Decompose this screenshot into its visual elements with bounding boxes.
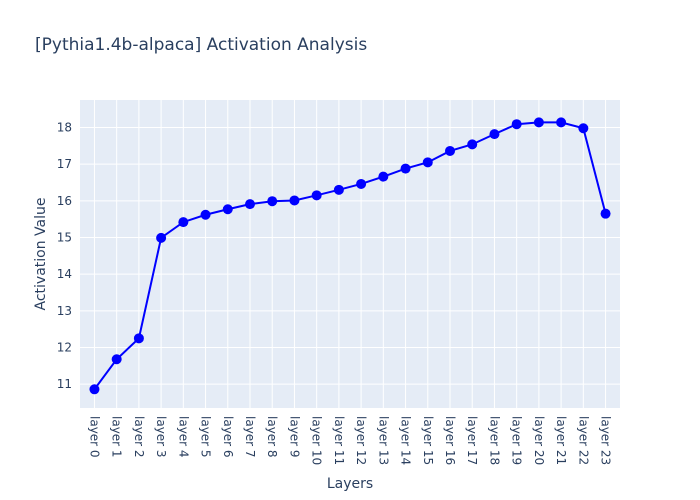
x-tick-label: layer 17 xyxy=(465,416,479,465)
x-tick-label: layer 20 xyxy=(532,416,546,465)
x-gridlines xyxy=(93,100,607,408)
plot-background xyxy=(80,100,620,408)
data-point xyxy=(489,129,500,140)
x-tick-label: layer 16 xyxy=(443,416,457,465)
data-point xyxy=(600,208,611,219)
y-gridlines xyxy=(80,127,620,385)
data-point xyxy=(333,184,344,195)
data-point xyxy=(511,119,522,130)
x-tick-label: layer 0 xyxy=(87,416,101,458)
x-tick-label: layer 5 xyxy=(199,416,213,458)
data-point xyxy=(467,139,478,150)
y-tick-label: 12 xyxy=(57,341,72,355)
data-point xyxy=(289,195,300,206)
x-tick-label: layer 2 xyxy=(132,416,146,458)
x-tick-label: layer 12 xyxy=(354,416,368,465)
y-tick-label: 13 xyxy=(57,304,72,318)
data-point xyxy=(200,209,211,220)
chart-title: [Pythia1.4b-alpaca] Activation Analysis xyxy=(35,35,367,55)
data-point xyxy=(156,232,167,243)
x-tick-label: layer 14 xyxy=(399,416,413,465)
data-point xyxy=(356,178,367,189)
data-point xyxy=(422,157,433,168)
data-point xyxy=(378,171,389,182)
x-tick-label: layer 6 xyxy=(221,416,235,458)
y-tick-label: 17 xyxy=(57,157,72,171)
x-tick-label: layer 22 xyxy=(576,416,590,465)
x-tick-labels: layer 0 layer 1 layer 2 layer 3 layer 4 layer… xyxy=(87,416,612,465)
data-point xyxy=(578,123,589,134)
x-tick-label: layer 1 xyxy=(110,416,124,458)
y-tick-labels: 11 12 13 14 15 16 17 18 xyxy=(57,121,72,392)
x-tick-label: layer 11 xyxy=(332,416,346,465)
data-point xyxy=(245,199,255,210)
x-tick-label: layer 13 xyxy=(376,416,390,465)
x-tick-label: layer 8 xyxy=(265,416,279,458)
data-point xyxy=(400,163,411,174)
x-axis-title: Layers xyxy=(327,476,373,492)
x-tick-label: layer 23 xyxy=(599,416,613,465)
x-tick-label: layer 21 xyxy=(554,416,568,465)
data-points xyxy=(89,117,611,395)
y-tick-label: 18 xyxy=(57,121,72,135)
x-tick-label: layer 4 xyxy=(176,416,190,458)
x-tick-label: layer 15 xyxy=(421,416,435,465)
y-tick-label: 16 xyxy=(57,194,72,208)
y-tick-label: 15 xyxy=(57,231,72,245)
data-point xyxy=(267,196,278,207)
data-point xyxy=(178,217,189,228)
x-tick-label: layer 18 xyxy=(487,416,501,465)
data-point xyxy=(556,117,567,128)
y-axis-title: Activation Value xyxy=(33,198,49,311)
y-tick-label: 14 xyxy=(57,267,72,281)
x-tick-label: layer 10 xyxy=(310,416,324,465)
x-tick-label: layer 7 xyxy=(243,416,257,458)
data-point xyxy=(222,204,233,215)
data-point xyxy=(311,190,322,201)
data-point xyxy=(133,333,144,344)
x-tick-label: layer 9 xyxy=(287,416,301,458)
data-point xyxy=(111,354,122,365)
y-tick-label: 11 xyxy=(57,377,72,391)
data-point xyxy=(445,145,455,156)
x-tick-label: layer 19 xyxy=(510,416,524,465)
x-tick-label: layer 3 xyxy=(154,416,168,458)
data-point xyxy=(533,117,544,128)
data-point xyxy=(89,384,100,395)
